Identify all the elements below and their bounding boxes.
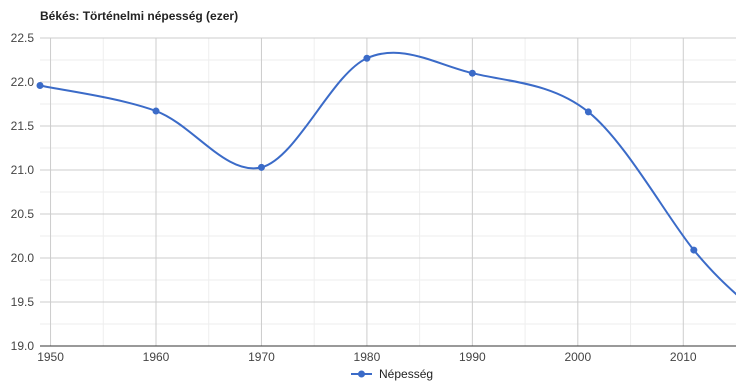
chart-title: Békés: Történelmi népesség (ezer): [40, 9, 239, 23]
x-tick-label: 1970: [248, 350, 275, 364]
legend-label: Népesség: [379, 367, 433, 381]
grid-lines: [40, 37, 736, 347]
series-group: [36, 51, 736, 296]
y-tick-label: 21.0: [11, 163, 35, 177]
data-point: [36, 82, 44, 90]
series-line: [39, 51, 736, 296]
y-tick-label: 20.5: [11, 207, 35, 221]
y-tick-label: 22.0: [11, 75, 35, 89]
legend-marker: [358, 370, 365, 378]
data-point: [363, 54, 371, 62]
y-tick-label: 19.0: [11, 339, 35, 353]
data-point: [584, 108, 592, 116]
x-tick-label: 2010: [670, 350, 697, 364]
y-tick-label: 20.0: [11, 251, 35, 265]
data-point: [690, 246, 698, 254]
x-tick-label: 1980: [354, 350, 381, 364]
data-point: [257, 163, 265, 171]
data-point: [468, 69, 476, 77]
data-point: [152, 107, 160, 115]
y-tick-label: 22.5: [11, 31, 35, 45]
y-axis-tick-labels: 19.0 19.5 20.0 20.5 21.0 21.5 22.0 22.5: [11, 31, 35, 353]
y-tick-label: 19.5: [11, 295, 35, 309]
series-line-group: [36, 51, 736, 296]
x-tick-label: 1990: [459, 350, 486, 364]
x-tick-label: 1960: [143, 350, 170, 364]
x-tick-label: 2000: [564, 350, 591, 364]
y-tick-label: 21.5: [11, 119, 35, 133]
x-tick-label: 1950: [37, 350, 64, 364]
legend[interactable]: Népesség: [351, 367, 433, 381]
x-axis-tick-labels: 1950 1960 1970 1980 1990 2000 2010: [37, 350, 697, 364]
